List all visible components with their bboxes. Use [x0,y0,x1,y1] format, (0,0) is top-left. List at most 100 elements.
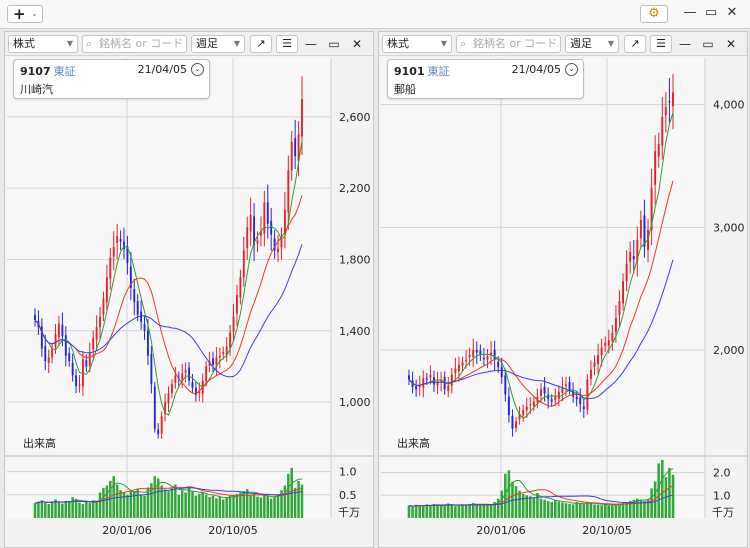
candle-body [242,250,245,278]
volume-bar [150,483,153,518]
candle-body [212,358,214,365]
candle-body [44,345,47,362]
window-minimize-button[interactable]: — [683,5,697,20]
symbol-search-input[interactable]: ⌕ 銘柄名 or コード [82,35,187,53]
candle-body [668,101,671,103]
candle-body [632,256,635,260]
candle-body [61,324,64,337]
candle-body [263,202,266,234]
stock-info-card: 9101 東証 21/04/05 ⌄ 郵船 [387,59,584,99]
candle-body [239,277,242,298]
chevron-down-icon: ▼ [66,39,73,48]
arrow-up-right-icon: ↗ [630,37,640,50]
volume-bar [539,498,543,518]
exchange-label: 東証 [53,65,76,78]
candle-body [475,350,478,353]
candlestick-chart[interactable]: 2,000 3,000 4,000 1.0 2.0 20/01/06 20/10/05 [379,56,747,547]
volume-bar [81,504,85,518]
candle-body [661,116,664,146]
volume-bar [287,473,290,518]
chart-menu-button[interactable]: ☰ [276,35,298,53]
candle-body [253,216,256,246]
candle-body [561,386,564,393]
candle-body [277,248,279,252]
panel-maximize-button[interactable]: ▭ [328,37,340,51]
expand-button[interactable]: ↗ [624,35,646,53]
candle-body [123,241,125,249]
panel-close-button[interactable]: ✕ [351,37,363,51]
panel-minimize-button[interactable]: — [679,37,691,51]
candle-body [593,362,596,368]
panel-toolbar: 株式 ▼ ⌕ 銘柄名 or コード 週足 ▼ ↗ ☰ — ▭ ✕ [5,32,373,56]
candle-body [105,277,108,303]
candle-body [273,238,276,251]
window-maximize-button[interactable]: ▭ [704,5,718,20]
security-type-select[interactable]: 株式 ▼ [382,35,452,53]
volume-bar [245,489,249,518]
collapse-chevron-icon[interactable]: ⌄ [565,63,578,76]
candle-body [507,396,510,416]
volume-bar [421,505,425,518]
candle-body [143,323,146,331]
candle-body [582,406,585,410]
volume-bar [174,484,177,518]
period-select[interactable]: 週足 ▼ [565,35,619,53]
security-type-select[interactable]: 株式 ▼ [8,35,78,53]
candle-body [232,316,235,332]
panel-maximize-button[interactable]: ▭ [702,37,714,51]
volume-bar [187,487,191,518]
volume-bar [607,504,611,518]
candle-body [490,352,493,356]
candle-body [429,374,432,378]
candle-body [92,337,95,350]
chart-menu-button[interactable]: ☰ [650,35,672,53]
volume-tick-label: 1.0 [713,489,731,502]
stock-name: 郵船 [394,83,416,96]
volume-label: 出来高 [23,437,56,450]
volume-bar [536,492,539,518]
candle-body [47,357,50,363]
volume-bar [507,470,511,518]
volume-bar [643,500,646,518]
volume-bar [167,491,170,518]
candle-body [572,391,575,397]
expand-button[interactable]: ↗ [250,35,272,53]
volume-bar [450,504,454,518]
volume-bar [436,504,439,518]
candle-body [657,143,660,157]
volume-bar [180,490,184,518]
price-tick-label: 1,400 [339,325,371,338]
chevron-down-icon: ⌄ [31,9,38,18]
symbol-search-input[interactable]: ⌕ 銘柄名 or コード [456,35,561,53]
panel-close-button[interactable]: ✕ [725,37,737,51]
candle-body [611,332,614,342]
period-select[interactable]: 週足 ▼ [191,35,245,53]
window-close-button[interactable]: ✕ [726,5,738,20]
search-placeholder: 銘柄名 or コード [473,37,558,50]
volume-bar [464,504,468,518]
collapse-chevron-icon[interactable]: ⌄ [191,63,204,76]
volume-bar [625,502,628,518]
candle-body [102,298,105,315]
candle-body [58,323,60,338]
volume-bar [293,487,297,518]
candle-body [554,396,557,401]
volume-bar [504,473,507,518]
candle-body [188,367,190,381]
period-value: 週足 [196,37,218,50]
candle-body [518,413,521,420]
panel-minimize-button[interactable]: — [305,37,317,51]
volume-label: 出来高 [397,437,430,450]
candle-body [99,316,101,328]
candle-body [614,318,617,332]
settings-button[interactable]: ⚙ [640,5,668,23]
volume-bar [511,481,514,518]
volume-bar [228,495,232,518]
volume-bar [661,460,664,518]
candlestick-chart[interactable]: 1,000 1,400 1,800 2,200 2,600 0.5 1.0 20/01/06 2… [5,56,373,547]
price-tick-label: 1,800 [339,253,371,266]
add-chart-button[interactable]: + ⌄ [7,5,43,23]
security-type-value: 株式 [13,37,35,50]
security-type-value: 株式 [387,37,409,50]
candle-body [181,373,184,380]
